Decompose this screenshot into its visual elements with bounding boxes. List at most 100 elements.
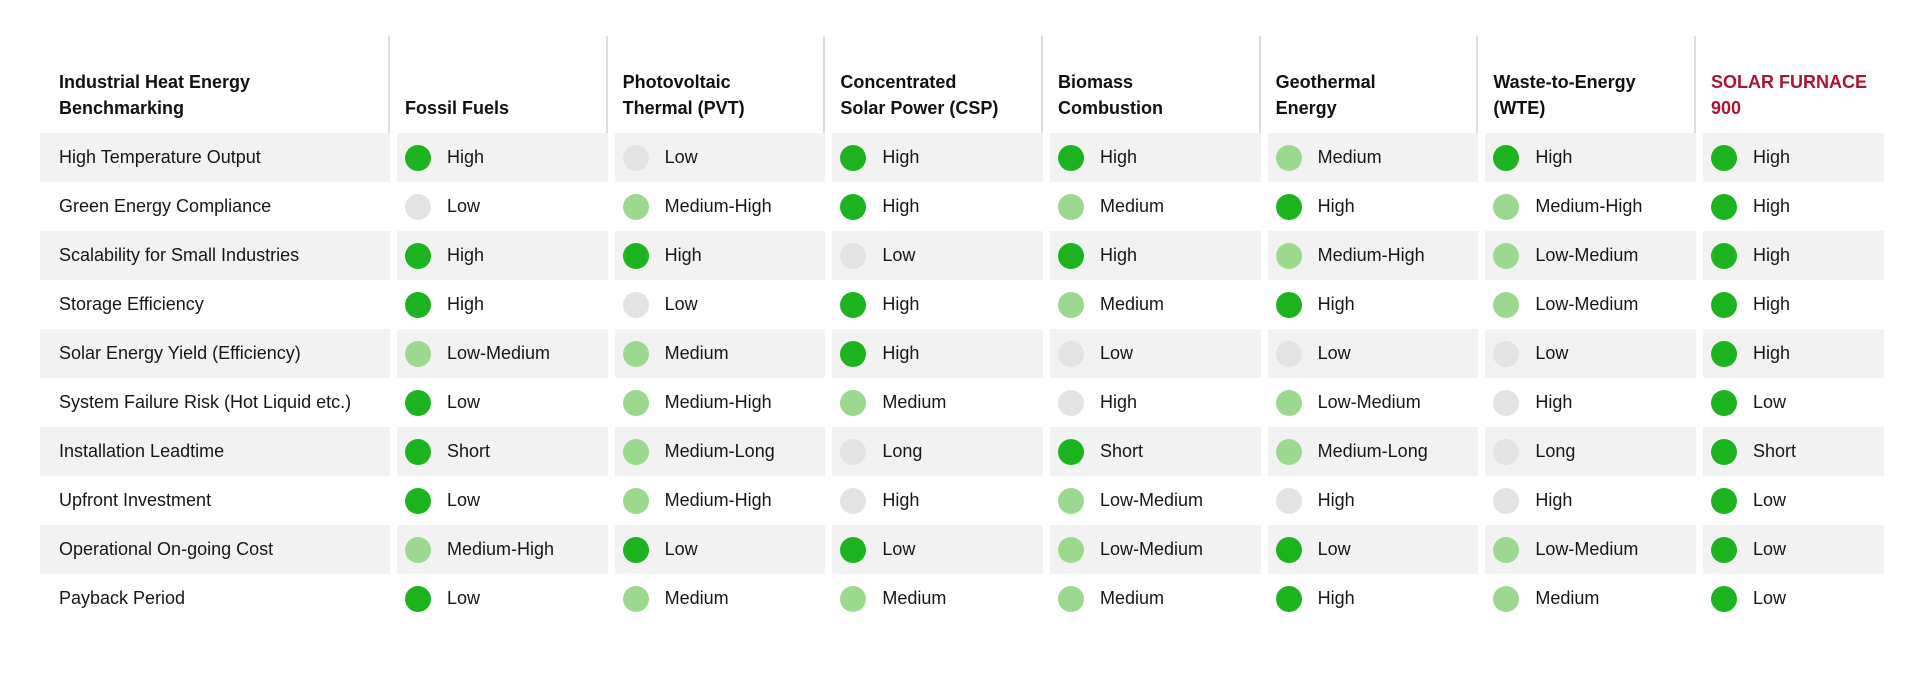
table-row: High Temperature Output High Low High Hi… (40, 133, 1884, 182)
comparison-table: Industrial Heat Energy Benchmarking Foss… (40, 36, 1884, 623)
rating-value: Medium (882, 588, 947, 608)
rating-dot-icon (1711, 291, 1737, 318)
rating-value: High (1317, 588, 1355, 608)
row-label: Solar Energy Yield (Efficiency) (40, 329, 390, 378)
rating-dot-icon (1058, 193, 1084, 220)
rating-cell: Low-Medium (1485, 231, 1696, 280)
rating-cell: High (1268, 280, 1479, 329)
rating-value: Short (1753, 441, 1797, 461)
rating-cell: Medium-High (397, 525, 608, 574)
table-header-row: Industrial Heat Energy Benchmarking Foss… (40, 36, 1884, 133)
rating-cell: High (1703, 133, 1884, 182)
rating-value: High (1535, 490, 1573, 510)
rating-cell: High (1703, 329, 1884, 378)
row-label: Storage Efficiency (59, 294, 204, 314)
table-row: Solar Energy Yield (Efficiency) Low-Medi… (40, 329, 1884, 378)
rating-cell: Low (397, 378, 608, 427)
rating-cell: High (397, 280, 608, 329)
rating-cell: Low-Medium (1268, 378, 1479, 427)
rating-value: Low (1753, 588, 1787, 608)
rating-value: Low (664, 294, 698, 314)
rating-dot-icon (1711, 340, 1737, 367)
row-label: Green Energy Compliance (59, 196, 272, 216)
rating-value: High (1100, 392, 1138, 412)
rating-dot-icon (1275, 242, 1302, 269)
rating-value: Low-Medium (1100, 539, 1204, 559)
rating-value: High (447, 147, 485, 167)
rating-dot-icon (405, 389, 431, 416)
rating-dot-icon (405, 144, 431, 171)
rating-dot-icon (1493, 242, 1520, 269)
rating-dot-icon (840, 536, 867, 563)
rating-cell: Low (397, 182, 608, 231)
rating-value: High (664, 245, 702, 265)
rating-dot-icon (622, 193, 649, 220)
rating-dot-icon (1275, 193, 1302, 220)
rating-dot-icon (622, 389, 649, 416)
rating-dot-icon (1493, 193, 1520, 220)
rating-value: Medium-Long (1317, 441, 1428, 461)
rating-cell: High (1050, 231, 1261, 280)
rating-dot-icon (840, 193, 867, 220)
rating-value: Low (882, 245, 916, 265)
rating-value: Medium (1100, 588, 1165, 608)
rating-value: Low-Medium (1317, 392, 1421, 412)
rating-cell: Medium-High (1485, 182, 1696, 231)
rating-cell: Medium (614, 329, 826, 378)
rating-value: Low (664, 147, 698, 167)
rating-value: High (882, 490, 920, 510)
rating-dot-icon (405, 487, 431, 514)
rating-dot-icon (840, 389, 867, 416)
rating-cell: Low (614, 133, 826, 182)
rating-cell: Medium (1050, 280, 1261, 329)
rating-value: High (447, 294, 485, 314)
rating-value: Low (447, 588, 481, 608)
rating-cell: High (1703, 280, 1884, 329)
rating-dot-icon (1493, 389, 1520, 416)
row-label: Installation Leadtime (40, 427, 390, 476)
rating-dot-icon (1058, 585, 1084, 612)
rating-value: Medium-High (1535, 196, 1643, 216)
rating-dot-icon (1493, 438, 1520, 465)
rating-dot-icon (1711, 487, 1737, 514)
rating-dot-icon (1058, 487, 1084, 514)
rating-dot-icon (622, 242, 649, 269)
rating-value: Medium-High (664, 196, 772, 216)
rating-value: High (1753, 196, 1791, 216)
rating-cell: High (1268, 574, 1479, 623)
table-row: Scalability for Small Industries High Hi… (40, 231, 1884, 280)
rating-cell: Low (1267, 329, 1479, 378)
rating-value: Medium (664, 588, 729, 608)
rating-cell: Medium-High (615, 182, 826, 231)
rating-dot-icon (405, 536, 431, 563)
rating-cell: High (1485, 378, 1696, 427)
rating-value: Medium (1100, 294, 1165, 314)
rating-value: Medium-Long (664, 441, 775, 461)
column-header-concentrated-solar-power: Concentrated Solar Power (CSP) (832, 36, 1043, 133)
rating-cell: Low (832, 231, 1043, 280)
rating-cell: Low (1050, 329, 1261, 378)
rating-dot-icon (1058, 389, 1084, 416)
rating-value: High (882, 343, 920, 363)
rating-cell: Low-Medium (1485, 280, 1696, 329)
rating-dot-icon (1058, 340, 1084, 367)
rating-dot-icon (1493, 340, 1520, 367)
rating-cell: Low-Medium (1050, 525, 1261, 574)
rating-value: Low (664, 539, 698, 559)
rating-dot-icon (1275, 144, 1302, 171)
rating-value: Low-Medium (1100, 490, 1204, 510)
rating-cell: Medium (1485, 574, 1696, 623)
rating-value: High (1753, 147, 1791, 167)
rating-value: High (1317, 294, 1355, 314)
rating-dot-icon (1711, 144, 1737, 171)
rating-value: Low (1535, 343, 1569, 363)
rating-cell: Short (1050, 427, 1261, 476)
rating-cell: Low (1703, 476, 1884, 525)
row-label: High Temperature Output (40, 133, 390, 182)
rating-cell: High (832, 476, 1043, 525)
rating-cell: Short (1703, 427, 1884, 476)
rating-cell: High (1050, 378, 1261, 427)
rating-dot-icon (622, 340, 649, 367)
rating-dot-icon (1275, 585, 1302, 612)
